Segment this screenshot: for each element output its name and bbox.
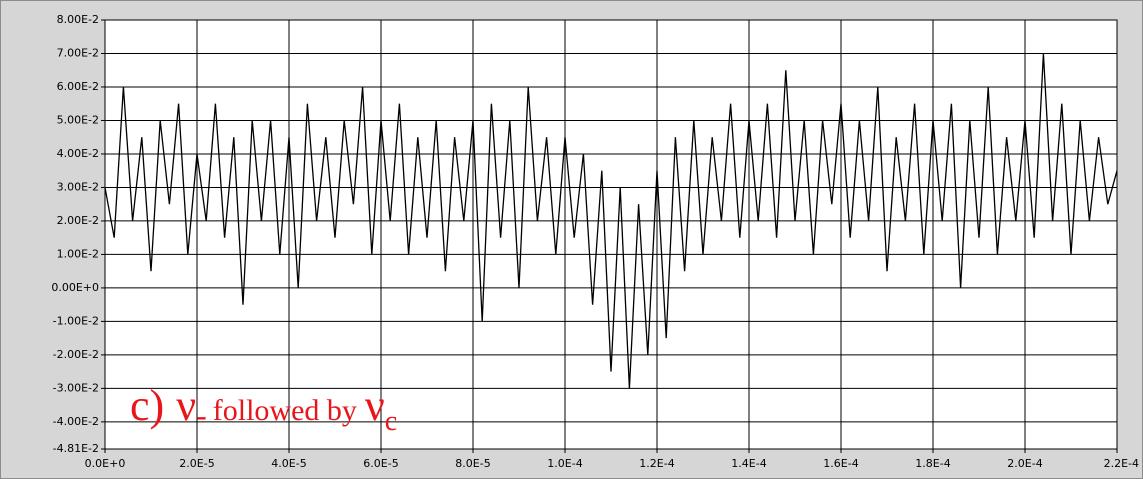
annotation-subscript: c [385, 406, 397, 437]
plot-border [104, 19, 1118, 450]
x-tick-label: 4.0E-5 [271, 457, 306, 470]
annotation-symbol: ν [365, 381, 385, 430]
annotation-subscript: - [196, 397, 207, 433]
y-tick-label: -1.00E-2 [53, 314, 99, 327]
x-tick-label: 2.2E-4 [1104, 457, 1139, 470]
y-tick-label: 0.00E+0 [51, 281, 99, 294]
x-tick-label: 1.6E-4 [823, 457, 858, 470]
annotation-prefix: c) [130, 381, 164, 430]
y-tick-label: 6.00E-2 [57, 80, 99, 93]
x-tick-label: 1.4E-4 [731, 457, 766, 470]
y-tick-label: -4.81E-2 [53, 442, 99, 455]
x-tick-label: 0.0E+0 [85, 457, 126, 470]
y-tick-label: 1.00E-2 [57, 247, 99, 260]
y-tick-label: 3.00E-2 [57, 180, 99, 193]
x-tick-label: 2.0E-5 [179, 457, 214, 470]
x-tick-label: 2.0E-4 [1007, 457, 1042, 470]
x-tick-label: 1.2E-4 [639, 457, 674, 470]
annotation: c) ν-followed by νc [130, 381, 397, 437]
annotation-symbol: ν [176, 381, 196, 430]
y-tick-label: 7.00E-2 [57, 46, 99, 59]
y-tick-label: 8.00E-2 [57, 13, 99, 26]
annotation-text: followed by [213, 394, 357, 427]
x-tick-label: 1.0E-4 [547, 457, 582, 470]
plot-area [105, 20, 1117, 449]
x-tick-label: 8.0E-5 [455, 457, 490, 470]
y-tick-label: -4.00E-2 [53, 415, 99, 428]
x-tick-label: 6.0E-5 [363, 457, 398, 470]
x-tick-label: 1.8E-4 [915, 457, 950, 470]
y-tick-label: 2.00E-2 [57, 214, 99, 227]
series [104, 53, 1118, 389]
y-tick-label: -3.00E-2 [53, 381, 99, 394]
y-tick-label: 5.00E-2 [57, 113, 99, 126]
y-tick-label: 4.00E-2 [57, 147, 99, 160]
signal-line [104, 53, 1118, 389]
y-tick-label: -2.00E-2 [53, 348, 99, 361]
